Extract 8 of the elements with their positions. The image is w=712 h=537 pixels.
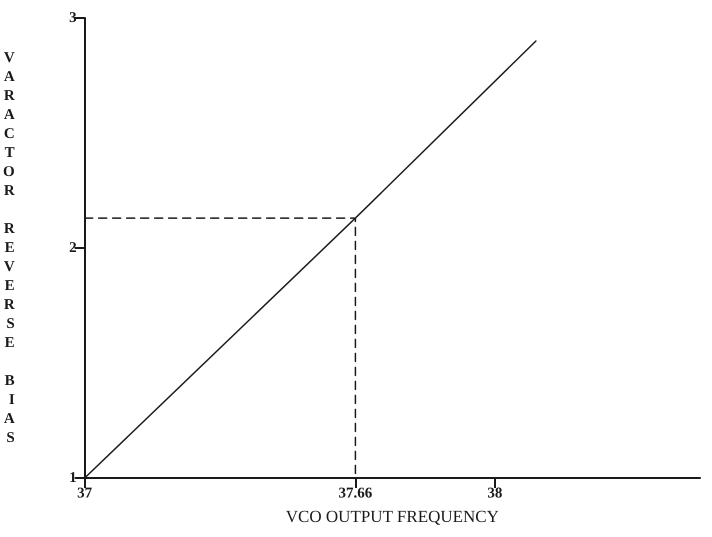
y-tick-label: 2 — [69, 240, 77, 256]
y-tick-label: 3 — [69, 10, 77, 26]
x-tick-label: 37 — [77, 486, 93, 502]
x-tick-label: 37.66 — [338, 486, 373, 502]
x-axis-title: VCO OUTPUT FREQUENCY — [286, 507, 499, 526]
text: VARACTOR REVERSE BIAS — [2, 50, 15, 446]
x-tick-label: 38 — [487, 486, 502, 502]
y-tick-label: 1 — [69, 470, 77, 486]
